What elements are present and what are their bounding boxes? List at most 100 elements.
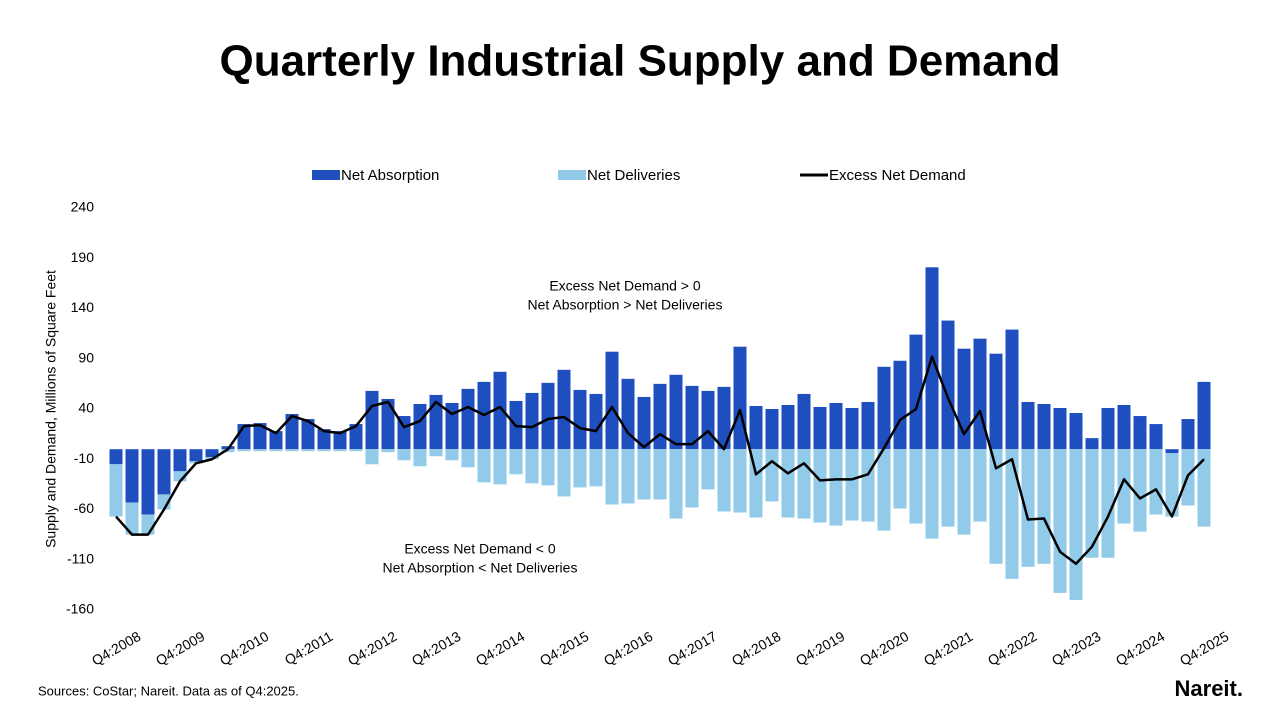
bar: [429, 394, 443, 450]
bar: [1165, 449, 1179, 454]
bar: [733, 346, 747, 450]
bar: [269, 431, 283, 450]
x-tick-label: Q4:2019: [793, 628, 848, 669]
bar: [333, 431, 347, 450]
bar: [525, 449, 539, 484]
annotation: Excess Net Demand < 0: [404, 541, 556, 557]
logo: Nareit.: [1175, 676, 1243, 701]
bar: [589, 393, 603, 450]
bar: [381, 449, 395, 453]
bar: [989, 449, 1003, 564]
y-tick-label: -110: [67, 550, 94, 566]
bar: [925, 449, 939, 539]
bar: [237, 449, 251, 452]
bar: [317, 429, 331, 450]
annotation: Net Absorption < Net Deliveries: [383, 560, 578, 576]
bar: [829, 449, 843, 526]
bar: [541, 382, 555, 450]
bar: [909, 449, 923, 524]
x-tick-label: Q4:2013: [409, 628, 464, 669]
bar: [493, 449, 507, 485]
bar: [1069, 413, 1083, 450]
bar: [877, 449, 891, 531]
y-tick-label: 190: [71, 249, 95, 265]
bar: [109, 449, 123, 465]
y-tick-label: -10: [74, 450, 94, 466]
bar: [1085, 449, 1099, 558]
x-tick-label: Q4:2018: [729, 628, 784, 669]
bar: [637, 396, 651, 450]
bar: [989, 353, 1003, 450]
bar: [861, 449, 875, 522]
x-tick-label: Q4:2022: [985, 628, 1040, 669]
bar: [717, 386, 731, 450]
bar: [141, 449, 155, 515]
bar: [349, 424, 363, 450]
bar: [125, 449, 139, 503]
x-tick-label: Q4:2020: [857, 628, 912, 669]
bar: [1117, 449, 1131, 524]
bar: [1021, 401, 1035, 450]
y-tick-label: 140: [71, 299, 95, 315]
bar: [381, 398, 395, 450]
bar: [1181, 419, 1195, 450]
bar: [957, 449, 971, 535]
bar: [333, 449, 347, 452]
bar: [413, 403, 427, 450]
bar: [301, 419, 315, 450]
annotation: Net Absorption > Net Deliveries: [528, 297, 723, 313]
bar: [685, 385, 699, 450]
y-tick-label: -160: [66, 601, 94, 617]
bar: [397, 449, 411, 461]
bar: [605, 449, 619, 505]
x-tick-label: Q4:2023: [1049, 628, 1104, 669]
bar: [1085, 438, 1099, 450]
bar: [1165, 453, 1179, 517]
bar: [525, 392, 539, 450]
bar: [941, 449, 955, 527]
y-axis-label: Supply and Demand, Millions of Square Fe…: [43, 270, 59, 548]
bar: [1101, 407, 1115, 450]
bar: [813, 449, 827, 523]
y-tick-label: 90: [78, 349, 94, 365]
legend-label: Net Absorption: [341, 167, 439, 184]
bar: [941, 320, 955, 450]
bar: [509, 449, 523, 475]
bar: [829, 402, 843, 450]
bar: [1133, 449, 1147, 532]
bar: [141, 514, 155, 535]
bar: [445, 402, 459, 450]
x-tick-label: Q4:2010: [217, 628, 272, 669]
bar: [125, 502, 139, 535]
bar: [461, 388, 475, 450]
bar: [781, 449, 795, 518]
bar: [1149, 449, 1163, 515]
bar: [157, 449, 171, 495]
bar: [669, 374, 683, 450]
x-tick-label: Q4:2014: [473, 628, 528, 669]
bar: [109, 464, 123, 517]
bar: [621, 378, 635, 450]
bar: [573, 389, 587, 450]
bar: [413, 449, 427, 467]
bar: [845, 407, 859, 450]
y-tick-label: 240: [71, 199, 95, 215]
bar: [813, 406, 827, 450]
bar: [1069, 449, 1083, 600]
y-tick-label: 40: [78, 400, 94, 416]
bar: [605, 351, 619, 450]
bar: [765, 409, 779, 450]
bar: [397, 416, 411, 450]
bar: [365, 449, 379, 465]
bar: [285, 449, 299, 452]
line: [115, 355, 1205, 566]
bar: [253, 423, 267, 450]
bar: [1149, 424, 1163, 450]
legend-swatch: [312, 170, 340, 180]
bar: [205, 449, 219, 458]
bar: [173, 449, 187, 472]
legend-label: Excess Net Demand: [829, 167, 966, 184]
x-tick-label: Q4:2015: [537, 628, 592, 669]
bar: [653, 449, 667, 500]
